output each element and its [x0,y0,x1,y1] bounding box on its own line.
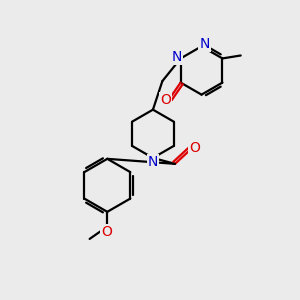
Text: N: N [199,37,210,51]
Text: N: N [148,155,158,170]
Text: O: O [189,141,200,155]
Text: O: O [101,225,112,239]
Text: O: O [160,93,171,107]
Text: N: N [172,50,182,64]
